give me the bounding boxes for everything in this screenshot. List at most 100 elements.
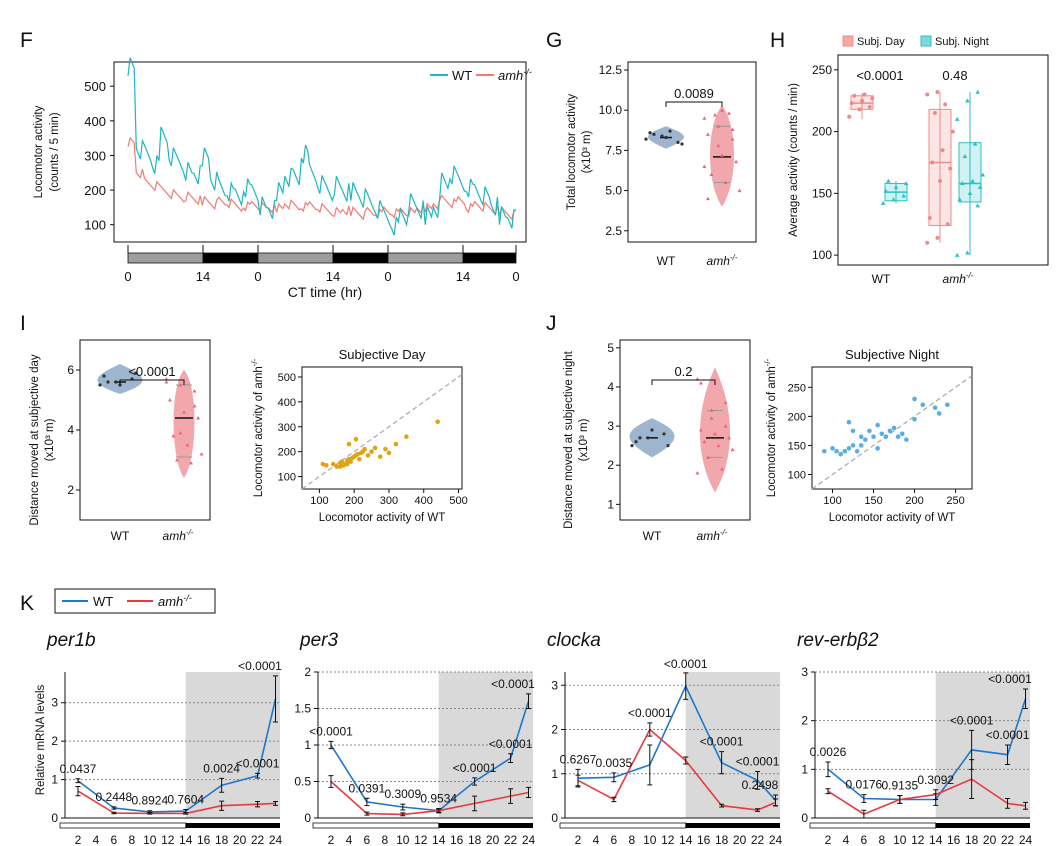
- panel-h-point-day: [925, 92, 930, 97]
- panel-j-scatter-point: [936, 411, 942, 416]
- panel-k-xtick-label: 20: [233, 833, 247, 846]
- panel-letter-h: H: [770, 29, 785, 52]
- panel-h-point-night: [980, 172, 986, 177]
- panel-k-xtick-label: 24: [769, 833, 783, 846]
- panel-i-cat-mut: amh-/-: [163, 528, 194, 543]
- panel-j-scatter-content: 100 150 200 250 100 150 200 250: [788, 375, 973, 507]
- panel-h-ytick-label: 150: [812, 186, 832, 200]
- panel-j-scatter-point: [850, 443, 856, 448]
- panel-k-xtick-label: 6: [111, 833, 118, 846]
- panel-k-ytick-label: 0: [304, 811, 311, 825]
- panel-i-scatter-xtick-label: 100: [310, 495, 328, 507]
- panel-i-scatter-point: [383, 446, 388, 452]
- panel-j-scatter-point: [846, 446, 852, 451]
- panel-k-xtick-label: 24: [1019, 833, 1033, 846]
- panel-j-scatter-ytick-label: 150: [788, 440, 806, 452]
- panel-j-point-wt: [662, 432, 666, 436]
- panel-h-pvalue-wt: <0.0001: [856, 68, 903, 83]
- panel-k-pvalue: <0.0001: [988, 672, 1032, 686]
- panel-k-dark-bar: [685, 823, 780, 828]
- panel-g-ylabel-line2: (x10³ m): [581, 130, 593, 173]
- panel-k-xtick-label: 8: [629, 833, 636, 846]
- panel-k-errorbar: [364, 811, 370, 816]
- panel-k-xtick-label: 10: [143, 833, 157, 846]
- panel-k-errorbar: [75, 778, 81, 784]
- panel-g-point-mut: [702, 116, 707, 120]
- panel-k-xtick-label: 4: [93, 833, 100, 846]
- panel-k-pvalue: <0.0001: [986, 728, 1030, 742]
- panel-k-gene-title: per1b: [46, 630, 96, 651]
- panel-k-ytick-label: 1: [801, 762, 808, 776]
- panel-i-ytick-label: 2: [67, 483, 74, 497]
- panel-h-point-night: [883, 188, 889, 193]
- panel-h-point-night: [893, 184, 899, 189]
- panel-k-xtick-label: 6: [611, 833, 618, 846]
- panel-g-point-wt: [648, 131, 652, 135]
- panel-i-scatter-point: [377, 454, 383, 459]
- panel-k-pvalue: 0.2448: [96, 790, 133, 804]
- panel-k-pvalue: <0.0001: [950, 713, 994, 727]
- panel-j-ylabel-line1: Distance moved at subjective night: [563, 350, 575, 529]
- panel-i-scatter-point: [355, 451, 360, 457]
- panel-i-scatter-xtick-label: 500: [449, 495, 467, 507]
- panel-g-pvalue: 0.0089: [674, 86, 714, 101]
- panel-k-errorbar: [255, 772, 261, 779]
- panel-k-errorbar: [897, 795, 903, 804]
- panel-k-pvalue: 0.0176: [846, 778, 883, 792]
- panel-j-scatter-point: [871, 434, 876, 440]
- panel-j-point-mut: [709, 408, 714, 412]
- panel-h-point-night: [957, 197, 963, 202]
- panel-g-cat-wt: WT: [657, 254, 676, 268]
- panel-k-errorbar: [647, 722, 653, 737]
- panel-k-pvalue: <0.0001: [453, 761, 497, 775]
- panel-j-scatter-xtick-label: 200: [905, 495, 923, 507]
- panel-k-errorbar: [683, 672, 689, 700]
- panel-h-point-night: [954, 252, 960, 257]
- panel-j-scatter-point: [904, 437, 909, 442]
- panel-i-scatter-title: Subjective Day: [339, 347, 426, 362]
- panel-h-point-day: [935, 235, 940, 240]
- panel-j-point-mut: [698, 381, 703, 385]
- panel-j-scatter-ylabel: Locomotor activity of amh-/-: [763, 358, 778, 497]
- panel-j-scatter-point: [875, 446, 880, 451]
- panel-i-scatter-point: [339, 459, 345, 464]
- panel-k-errorbar: [364, 797, 370, 807]
- panel-h-point-night: [975, 89, 980, 94]
- panel-k-errorbar: [147, 812, 153, 815]
- panel-k-xtick-label: 22: [504, 833, 518, 846]
- panel-h-point-day: [927, 216, 932, 221]
- panel-j-scatter-point: [867, 428, 872, 434]
- panel-j-point-mut: [695, 471, 700, 475]
- panel-j-point-mut: [705, 455, 710, 459]
- panel-k-xtick-label: 14: [929, 833, 943, 846]
- panel-i-point-wt: [134, 371, 138, 375]
- panel-i-point-wt: [106, 380, 110, 384]
- panel-k-ytick-label: 1: [304, 738, 311, 752]
- panel-h-point-day: [857, 107, 862, 112]
- panel-g-point-mut: [737, 188, 742, 193]
- panel-k-ytick-label: 2: [801, 714, 808, 728]
- panel-k-ytick-label: 1: [551, 767, 558, 781]
- panel-g-point-mut: [727, 111, 732, 115]
- panel-h-cat-wt: WT: [872, 272, 891, 286]
- panel-f-xtick-label: 0: [124, 269, 131, 284]
- panel-k-pvalue: <0.0001: [664, 657, 708, 671]
- panel-k-xtick-label: 18: [715, 833, 729, 846]
- panel-j-point-wt: [650, 428, 654, 432]
- panel-k-errorbar: [255, 800, 261, 808]
- panel-f-activity-trace: 100 200 300 400 500 Locomotor activity (coun…: [33, 57, 532, 300]
- panel-i-scatter-ylabel: Locomotor activity of amh-/-: [250, 358, 265, 497]
- panel-k-xtick-label: 2: [75, 833, 82, 846]
- panel-i-scatter-point: [346, 441, 352, 447]
- panel-k-xtick-label: 12: [414, 833, 428, 846]
- panel-k-errorbar: [825, 788, 831, 795]
- panel-i-point-mut: [171, 434, 176, 438]
- panel-f-ytick-label: 200: [84, 183, 106, 198]
- panel-k-xtick-label: 4: [593, 833, 600, 846]
- panel-g-point-mut: [730, 137, 735, 141]
- panel-i-scatter-point: [344, 461, 350, 467]
- panel-k-xtick-label: 8: [129, 833, 136, 846]
- panel-f-ytick-label: 400: [84, 114, 106, 129]
